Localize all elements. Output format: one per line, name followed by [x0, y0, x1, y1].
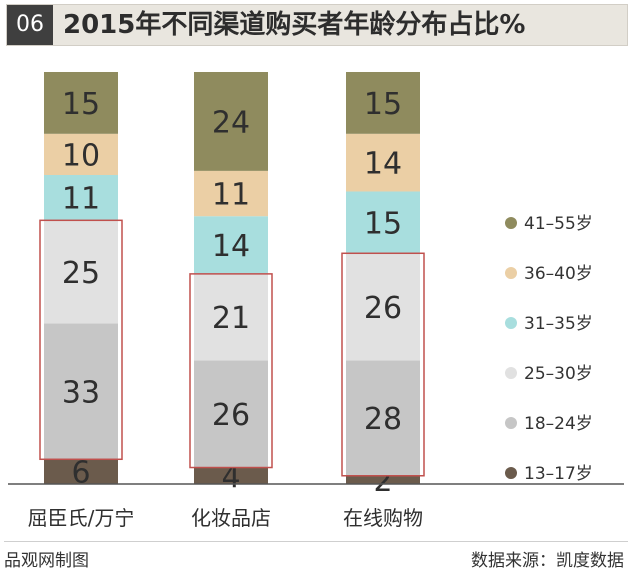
- legend-label: 18–24岁: [524, 414, 593, 434]
- chart-title: 2015年不同渠道购买者年龄分布占比%: [63, 10, 526, 40]
- data-label: 14: [212, 229, 250, 264]
- bar-segment-1-6: [44, 72, 118, 134]
- data-label: 26: [212, 398, 250, 433]
- data-label: 15: [62, 87, 100, 122]
- bar-segment-1-2: [44, 323, 118, 460]
- bar-segment-1-1: [44, 459, 118, 484]
- data-label: 33: [62, 375, 100, 410]
- data-label: 10: [62, 138, 100, 173]
- bar-segment-2-3: [194, 273, 268, 361]
- legend-swatch: [505, 367, 517, 379]
- highlight-frame: [189, 273, 273, 469]
- legend-label: 36–40岁: [524, 264, 593, 284]
- legend-swatch: [505, 417, 517, 429]
- category-label: 屈臣氏/万宁: [28, 506, 135, 530]
- bar-segment-2-2: [194, 360, 268, 468]
- data-label: 21: [212, 301, 250, 336]
- bar-segment-3-3: [346, 253, 420, 361]
- data-label: 11: [212, 178, 250, 213]
- bar-segment-2-1: [194, 467, 268, 484]
- chart-credit: 品观网制图: [4, 551, 89, 571]
- legend-swatch: [505, 217, 517, 229]
- bar-segment-1-4: [44, 175, 118, 221]
- bar-segment-3-4: [346, 191, 420, 254]
- data-label: 26: [364, 291, 402, 326]
- legend-label: 13–17岁: [524, 464, 593, 484]
- bar-segment-1-5: [44, 133, 118, 175]
- figure-number-badge: 06: [7, 5, 53, 45]
- legend-swatch: [505, 267, 517, 279]
- data-label: 25: [62, 256, 100, 291]
- data-label: 24: [212, 105, 250, 140]
- bar-segment-2-4: [194, 216, 268, 274]
- legend-label: 31–35岁: [524, 314, 593, 334]
- bar-segment-3-6: [346, 72, 420, 134]
- category-label: 在线购物: [343, 506, 423, 530]
- highlight-frame: [341, 252, 425, 477]
- legend-label: 41–55岁: [524, 214, 593, 234]
- chart-header: 06 2015年不同渠道购买者年龄分布占比%: [6, 4, 628, 46]
- footer-divider: [4, 541, 628, 542]
- data-label: 15: [364, 206, 402, 241]
- bar-segment-1-3: [44, 220, 118, 324]
- bar-segment-2-6: [194, 72, 268, 171]
- legend-swatch: [505, 467, 517, 479]
- data-label: 11: [62, 182, 100, 217]
- bar-segment-3-1: [346, 475, 420, 484]
- bar-segment-2-5: [194, 170, 268, 217]
- data-label: 6: [71, 456, 90, 491]
- data-label: 28: [364, 402, 402, 437]
- legend-swatch: [505, 317, 517, 329]
- legend-label: 25–30岁: [524, 364, 593, 384]
- bar-segment-3-5: [346, 133, 420, 192]
- highlight-frame: [39, 219, 123, 461]
- data-source: 数据来源：凯度数据: [471, 551, 624, 571]
- bar-segment-3-2: [346, 360, 420, 476]
- data-label: 14: [364, 147, 402, 182]
- data-label: 4: [221, 460, 240, 495]
- data-label: 15: [364, 87, 402, 122]
- category-label: 化妆品店: [191, 506, 271, 530]
